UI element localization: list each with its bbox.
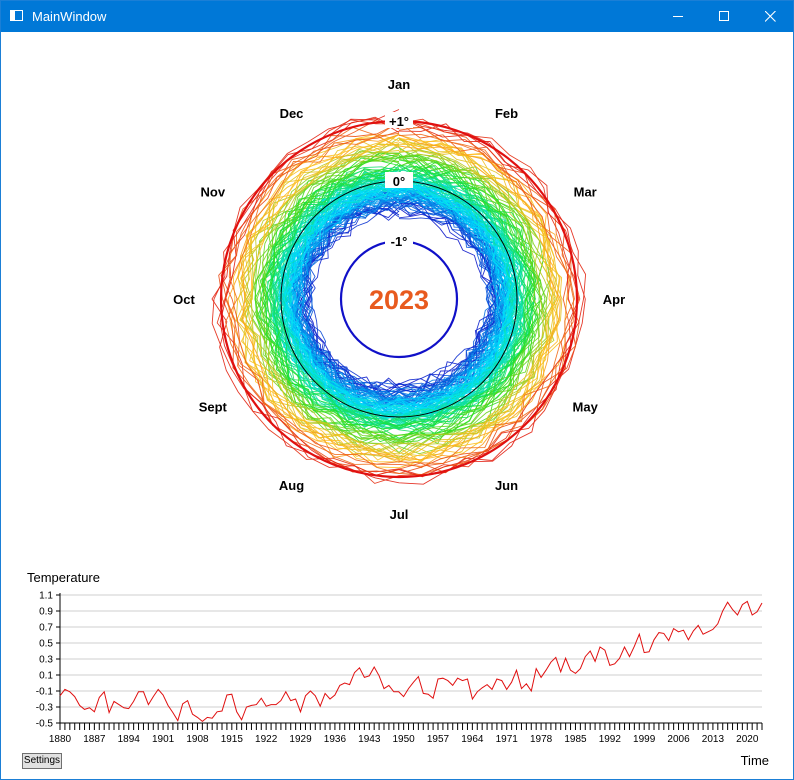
maximize-icon bbox=[719, 11, 729, 21]
x-tick-label: 1894 bbox=[118, 734, 141, 745]
x-tick-label: 1992 bbox=[599, 734, 622, 745]
x-tick-label: 1957 bbox=[427, 734, 450, 745]
y-tick-label: 0.3 bbox=[39, 655, 53, 666]
x-tick-label: 1936 bbox=[324, 734, 347, 745]
x-tick-label: 1901 bbox=[152, 734, 175, 745]
month-label: Feb bbox=[495, 106, 518, 121]
year-trace bbox=[268, 166, 525, 430]
month-label: Sept bbox=[199, 400, 228, 415]
month-labels: Jan Feb Mar Apr May Jun Jul Aug Sept Oct Nov Dec bbox=[173, 77, 625, 522]
year-trace bbox=[211, 116, 586, 477]
close-icon bbox=[765, 11, 776, 22]
y-tick-label: -0.1 bbox=[36, 687, 54, 698]
ring-label-bg bbox=[385, 232, 413, 248]
ring-label: 0° bbox=[393, 174, 405, 189]
y-tick-label: 0.7 bbox=[39, 623, 53, 634]
month-label: Dec bbox=[280, 106, 304, 121]
title-bar[interactable]: MainWindow bbox=[1, 1, 793, 32]
year-trace bbox=[306, 207, 497, 391]
window-title: MainWindow bbox=[32, 9, 107, 24]
ring-label: -1° bbox=[391, 234, 408, 249]
year-trace bbox=[276, 175, 524, 424]
x-tick-label: 1887 bbox=[83, 734, 106, 745]
month-label: May bbox=[573, 400, 599, 415]
settings-button[interactable]: Settings bbox=[22, 753, 62, 769]
maximize-button[interactable] bbox=[701, 1, 747, 32]
x-tick-label: 2020 bbox=[736, 734, 759, 745]
year-trace bbox=[244, 137, 553, 458]
x-tick-label: 1971 bbox=[496, 734, 519, 745]
year-label: 2023 bbox=[369, 285, 429, 315]
year-trace bbox=[239, 133, 560, 463]
y-tick-label: -0.3 bbox=[36, 703, 54, 714]
y-tick-label: 1.1 bbox=[39, 591, 53, 602]
ring-label-bg bbox=[385, 112, 413, 128]
x-tick-label: 1985 bbox=[564, 734, 587, 745]
ring-label: +1° bbox=[389, 114, 409, 129]
year-trace bbox=[265, 165, 540, 429]
x-tick-label: 1922 bbox=[255, 734, 278, 745]
x-tick-label: 1880 bbox=[49, 734, 72, 745]
grid-lines bbox=[56, 593, 763, 730]
y-tick-label: 0.1 bbox=[39, 671, 53, 682]
minimize-icon bbox=[673, 16, 683, 17]
year-trace bbox=[262, 171, 536, 425]
year-trace bbox=[238, 138, 560, 461]
temperature-timeseries-chart: Temperature Time 1.1 0.9 0.7 0.5 0.3 0.1 -0.1 -… bbox=[27, 570, 769, 768]
year-trace bbox=[268, 159, 533, 439]
month-label: Apr bbox=[603, 292, 625, 307]
minimize-button[interactable] bbox=[655, 1, 701, 32]
month-label: Aug bbox=[279, 478, 304, 493]
x-tick-labels: 1880 1887 1894 1901 1908 1915 1922 1929 1936 1943… bbox=[49, 734, 759, 745]
temperature-rings: +1° 0° -1° bbox=[219, 112, 579, 479]
y-tick-label: 0.5 bbox=[39, 639, 53, 650]
month-label: Mar bbox=[574, 185, 597, 200]
x-tick-label: 1950 bbox=[393, 734, 416, 745]
y-tick-label: 0.9 bbox=[39, 607, 53, 618]
year-trace bbox=[244, 137, 544, 452]
app-window-icon bbox=[10, 10, 23, 21]
year-trace bbox=[211, 116, 587, 478]
x-tick-label: 1908 bbox=[186, 734, 209, 745]
year-trace bbox=[278, 187, 516, 414]
year-trace bbox=[240, 149, 556, 451]
y-axis-label: Temperature bbox=[27, 570, 100, 585]
year-trace bbox=[277, 178, 518, 417]
temperature-series-line bbox=[59, 600, 763, 723]
month-label: Nov bbox=[201, 185, 226, 200]
x-tick-label: 2006 bbox=[667, 734, 690, 745]
x-tick-label: 1929 bbox=[289, 734, 312, 745]
year-trace bbox=[274, 169, 521, 427]
x-tick-label: 1978 bbox=[530, 734, 553, 745]
x-tick-label: 1964 bbox=[461, 734, 484, 745]
x-tick-label: 2013 bbox=[702, 734, 725, 745]
temperature-spiral-chart: +1° 0° -1° Jan Feb Mar Apr May Jun Jul Aug Sept Oct… bbox=[173, 77, 625, 522]
x-tick-label: 1943 bbox=[358, 734, 381, 745]
y-tick-labels: 1.1 0.9 0.7 0.5 0.3 0.1 -0.1 -0.3 -0.5 bbox=[36, 591, 54, 730]
x-tick-label: 1915 bbox=[221, 734, 244, 745]
x-axis-label: Time bbox=[741, 753, 769, 768]
year-trace bbox=[258, 161, 541, 431]
close-button[interactable] bbox=[747, 1, 793, 32]
year-trace bbox=[227, 135, 570, 461]
year-trace bbox=[219, 109, 578, 485]
year-trace bbox=[254, 153, 543, 442]
month-label: Oct bbox=[173, 292, 195, 307]
year-trace bbox=[271, 174, 529, 424]
year-trace bbox=[288, 193, 507, 400]
spiral-lines bbox=[211, 109, 587, 485]
year-trace bbox=[225, 121, 575, 475]
year-trace bbox=[236, 134, 563, 463]
month-label: Jun bbox=[495, 478, 518, 493]
year-trace bbox=[282, 182, 518, 415]
x-tick-label: 1999 bbox=[633, 734, 656, 745]
month-label: Jul bbox=[390, 507, 409, 522]
month-label: Jan bbox=[388, 77, 410, 92]
y-tick-label: -0.5 bbox=[36, 719, 54, 730]
year-trace bbox=[240, 133, 558, 469]
year-trace bbox=[225, 127, 574, 465]
ring-label-bg bbox=[385, 172, 413, 188]
year-trace bbox=[220, 122, 580, 467]
